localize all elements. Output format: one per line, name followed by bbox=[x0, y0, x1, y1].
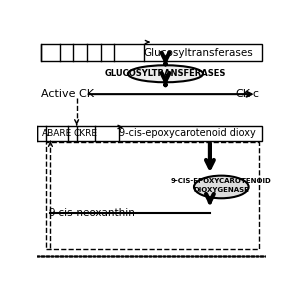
Text: CKRE: CKRE bbox=[74, 128, 98, 138]
Bar bbox=[46, 142, 259, 249]
Text: Glucosyltransferases: Glucosyltransferases bbox=[144, 48, 253, 58]
Text: 9-cis-neoxanthin: 9-cis-neoxanthin bbox=[48, 208, 135, 218]
Text: GLUCOSYLTRANSFERASES: GLUCOSYLTRANSFERASES bbox=[105, 69, 226, 78]
Text: Active CK: Active CK bbox=[41, 89, 94, 99]
Bar bbox=[41, 44, 262, 61]
Text: 9-CIS-EPOXYCAROTENOID: 9-CIS-EPOXYCAROTENOID bbox=[171, 178, 272, 184]
Text: DIOXYGENASE: DIOXYGENASE bbox=[193, 187, 249, 193]
Ellipse shape bbox=[194, 176, 249, 198]
Text: 9-cis-epoxycarotenoid dioxy: 9-cis-epoxycarotenoid dioxy bbox=[119, 128, 255, 138]
Text: ABARE: ABARE bbox=[42, 128, 72, 138]
Text: CK-c: CK-c bbox=[235, 89, 259, 99]
Ellipse shape bbox=[128, 65, 203, 82]
Bar bbox=[37, 126, 262, 141]
